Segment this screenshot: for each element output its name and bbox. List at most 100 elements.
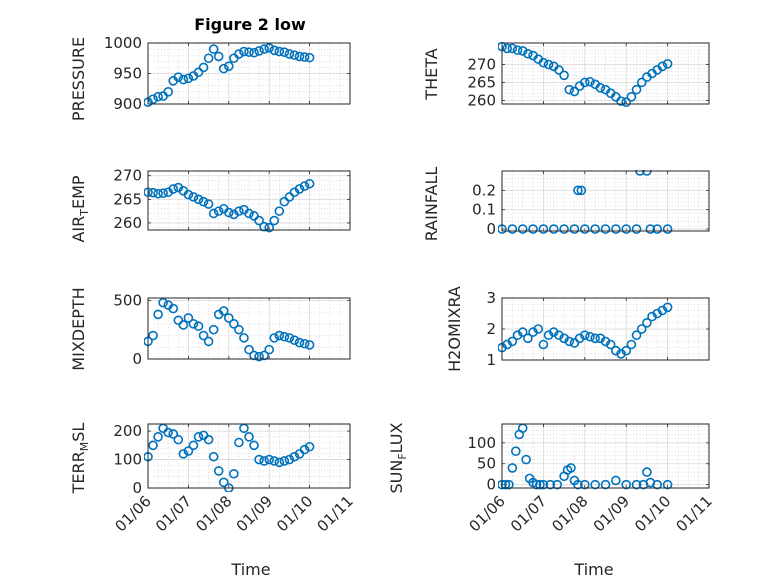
- air-temp-point: [259, 221, 269, 232]
- mixdepth-ytick-label: 500: [113, 291, 142, 309]
- rainfall-point: [517, 224, 528, 234]
- rainfall-point: [611, 224, 621, 234]
- mixdepth-point: [229, 319, 239, 329]
- theta-point: [507, 43, 518, 54]
- air-temp-axes-frame: [147, 170, 351, 231]
- terr-msl-point: [274, 457, 285, 468]
- air-temp-point: [294, 184, 305, 194]
- sun-flux-point: [500, 479, 511, 490]
- sun-flux-point: [662, 479, 673, 490]
- rainfall-axes-frame: [501, 170, 710, 232]
- mixdepth-point: [208, 324, 219, 335]
- sun-flux-axes-frame: [501, 423, 710, 489]
- sun-flux-ytick-label: 100: [467, 434, 496, 452]
- sun-flux-xtick-label: 01/11: [673, 492, 716, 535]
- pressure-ytick-label: 950: [113, 65, 142, 83]
- air-temp-point: [183, 189, 194, 200]
- terr-msl-point: [188, 440, 199, 451]
- theta-point: [569, 86, 580, 97]
- terr-msl-point: [183, 446, 194, 456]
- mixdepth-point: [274, 330, 285, 341]
- air-temp-point: [299, 181, 310, 191]
- pressure-point: [234, 49, 244, 59]
- h2omixra-point: [590, 333, 600, 344]
- pressure-point: [264, 43, 275, 53]
- theta-point: [523, 48, 533, 59]
- air-temp-point: [213, 206, 224, 216]
- sun-flux-point: [535, 479, 545, 490]
- ylabel-air-temp-sub: T: [78, 209, 91, 217]
- terr-msl-point: [254, 454, 264, 465]
- mixdepth-point: [294, 337, 305, 348]
- terr-msl-xtick-label: 01/09: [233, 492, 276, 535]
- theta-point: [657, 61, 668, 72]
- h2omixra-point: [642, 317, 652, 328]
- mixdepth-point: [178, 320, 189, 330]
- air-temp-point: [153, 188, 163, 199]
- rainfall-point: [559, 224, 569, 234]
- h2omixra-point: [538, 339, 549, 350]
- pressure-point: [203, 53, 214, 64]
- air-temp-point: [249, 211, 259, 221]
- terr-msl-xtick-label: 01/10: [273, 492, 316, 535]
- pressure-point: [178, 74, 189, 85]
- sun-flux-xtick-label: 01/06: [466, 492, 509, 535]
- mixdepth-point: [224, 313, 234, 323]
- mixdepth-point: [234, 324, 244, 335]
- mixdepth-point: [254, 351, 264, 362]
- terr-msl-point: [148, 440, 158, 451]
- air-temp-point: [168, 184, 179, 194]
- pressure-point: [299, 52, 310, 62]
- rainfall-ytick-label: 0.1: [472, 201, 496, 219]
- pressure-point: [279, 47, 290, 57]
- theta-ytick-label: 270: [467, 56, 496, 74]
- terr-msl-point: [269, 456, 280, 466]
- ylabel-air-temp: AIRTEMP: [69, 175, 91, 242]
- terr-msl-point: [234, 437, 244, 448]
- pressure-ytick-label: 1000: [104, 34, 142, 52]
- pressure-series: [144, 43, 315, 107]
- ylabel-rainfall: RAINFALL: [422, 167, 441, 242]
- mixdepth-point: [289, 335, 300, 346]
- terr-msl-point: [279, 456, 290, 466]
- h2omixra-point: [621, 345, 632, 356]
- pressure-point: [163, 87, 173, 97]
- terr-msl-ytick-label: 100: [113, 451, 142, 469]
- sun-flux-point: [590, 479, 600, 490]
- pressure-point: [244, 47, 254, 57]
- mixdepth-axes-frame: [147, 297, 351, 360]
- terr-msl-xtick-label: 01/07: [152, 492, 195, 535]
- rainfall-point: [662, 224, 673, 234]
- pressure-point: [289, 50, 300, 61]
- sun-flux-ytick-label: 50: [477, 455, 496, 473]
- theta-ytick-label: 265: [467, 73, 496, 91]
- h2omixra-point: [517, 327, 528, 337]
- mixdepth-point: [284, 333, 295, 343]
- mixdepth-point: [279, 331, 290, 342]
- mixdepth-point: [244, 344, 254, 355]
- terr-msl-point: [229, 468, 239, 479]
- rainfall-point: [600, 224, 611, 234]
- air-temp-series: [144, 178, 315, 233]
- air-temp-point: [158, 188, 168, 198]
- theta-point: [636, 77, 647, 88]
- ylabel-theta: THETA: [422, 48, 441, 100]
- mixdepth-point: [203, 336, 214, 347]
- rainfall-axes-bg: [502, 171, 709, 231]
- pressure-point: [183, 73, 194, 84]
- air-temp-point: [234, 206, 244, 216]
- sun-flux-xtick-label: 01/08: [548, 492, 591, 535]
- ylabel-sun-flux-sub: F: [396, 453, 409, 459]
- ylabel-terr-msl-rest: SL: [69, 423, 88, 442]
- sun-flux-xtick-label: 01/07: [507, 492, 550, 535]
- theta-point: [554, 65, 564, 75]
- terr-msl-point: [284, 454, 295, 465]
- mixdepth-series: [144, 297, 315, 362]
- sun-flux-point: [507, 463, 518, 473]
- air-temp-ytick-label: 260: [113, 214, 142, 232]
- terr-msl-ytick-label: 200: [113, 422, 142, 440]
- h2omixra-point: [626, 339, 637, 350]
- air-temp-point: [148, 187, 158, 198]
- sun-flux-point: [631, 479, 642, 490]
- theta-point: [502, 43, 512, 54]
